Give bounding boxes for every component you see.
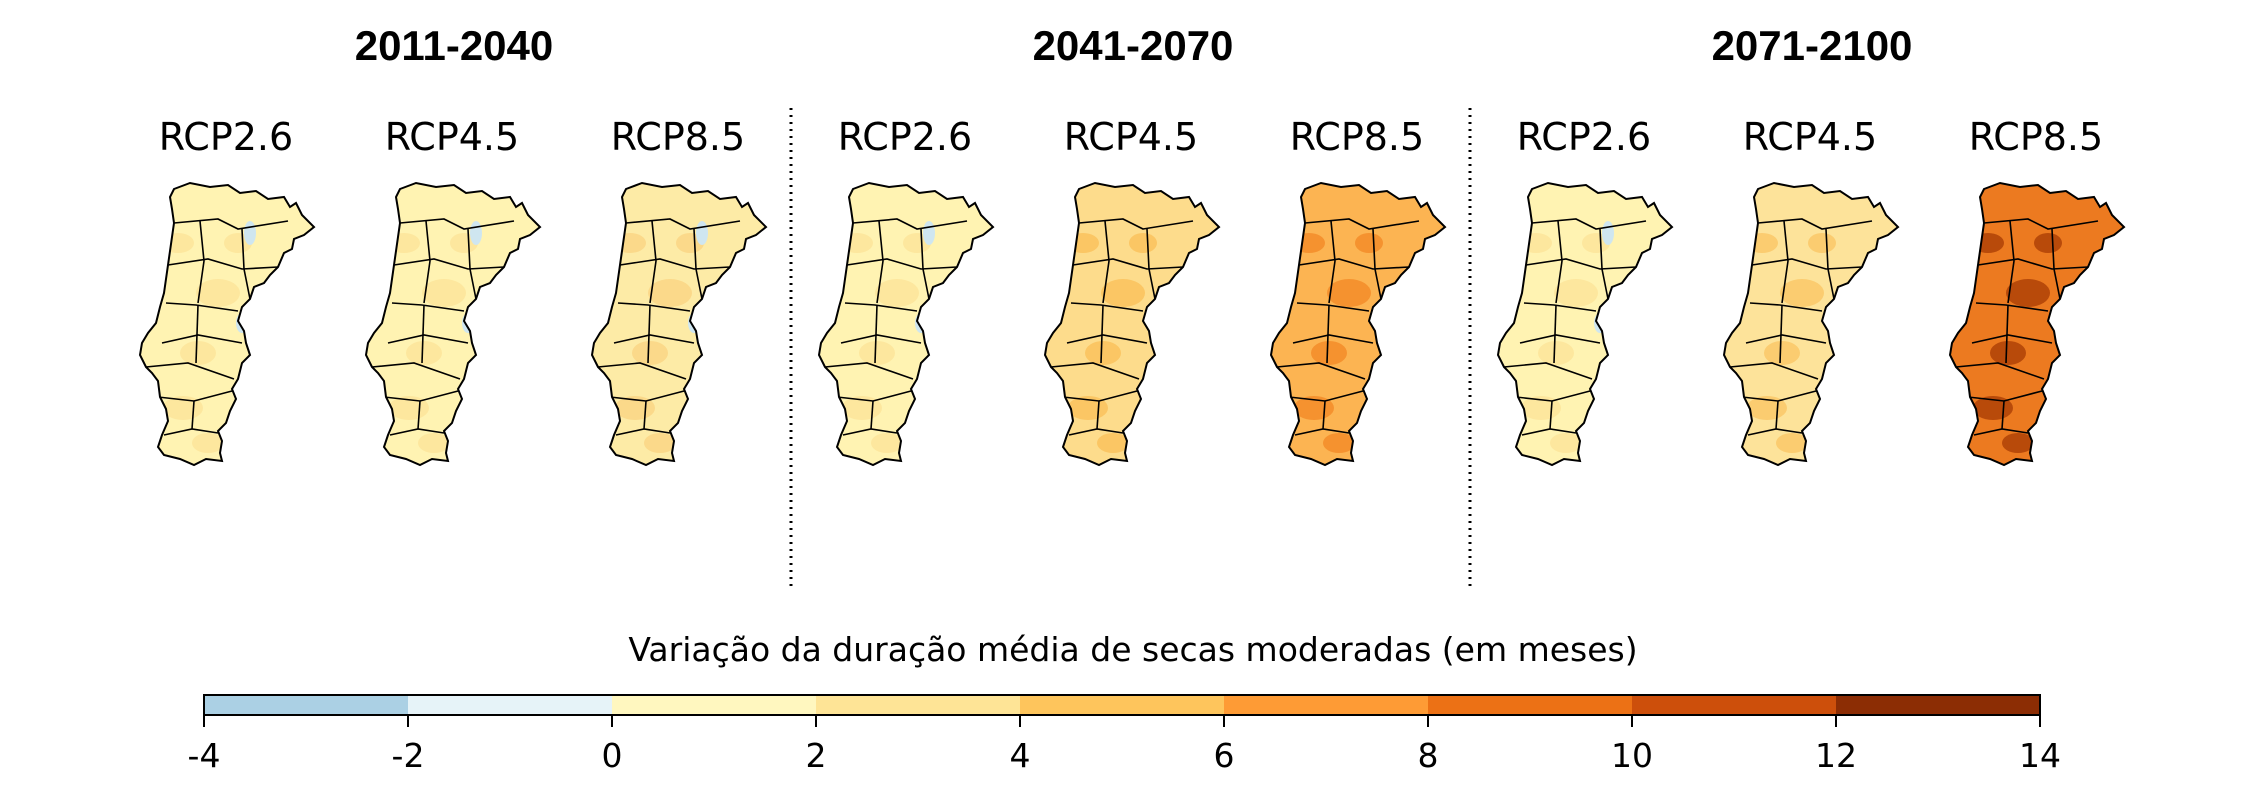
scenario-label-p2-rcp85: RCP8.5 bbox=[1290, 115, 1424, 159]
colorbar-title: Variação da duração média de secas moder… bbox=[628, 630, 1637, 669]
scenario-label-p3-rcp26: RCP2.6 bbox=[1517, 115, 1651, 159]
colorbar-bin bbox=[1020, 695, 1224, 715]
colorbar-tick-label: 0 bbox=[602, 736, 623, 775]
colorbar-tick-label: -4 bbox=[188, 736, 221, 775]
map-2041-2070-rcp45 bbox=[1043, 181, 1221, 467]
scenario-label-p2-rcp45: RCP4.5 bbox=[1064, 115, 1198, 159]
scenario-label-p1-rcp26: RCP2.6 bbox=[159, 115, 293, 159]
period-title-2011-2040: 2011-2040 bbox=[355, 22, 554, 69]
maps-grid bbox=[138, 181, 2126, 467]
colorbar-bin bbox=[1224, 695, 1428, 715]
colorbar-tick-label: 6 bbox=[1214, 736, 1235, 775]
colorbar-bin bbox=[816, 695, 1020, 715]
colorbar-tick-label: 10 bbox=[1611, 736, 1653, 775]
map-2071-2100-rcp85 bbox=[1948, 181, 2126, 467]
colorbar-bin bbox=[612, 695, 816, 715]
scenario-label-p3-rcp45: RCP4.5 bbox=[1743, 115, 1877, 159]
colorbar-tick-label: 8 bbox=[1418, 736, 1439, 775]
map-2071-2100-rcp45 bbox=[1722, 181, 1900, 467]
colorbar-bin bbox=[1428, 695, 1632, 715]
period-title-2041-2070: 2041-2070 bbox=[1033, 22, 1234, 69]
colorbar-bin bbox=[204, 695, 408, 715]
colorbar-tick-label: 2 bbox=[806, 736, 827, 775]
colorbar-bin bbox=[1836, 695, 2040, 715]
colorbar-bin bbox=[408, 695, 612, 715]
map-2071-2100-rcp26 bbox=[1496, 181, 1674, 467]
colorbar-bin bbox=[1632, 695, 1836, 715]
map-2011-2040-rcp45 bbox=[364, 181, 542, 467]
colorbar-tick-label: 14 bbox=[2019, 736, 2061, 775]
map-2011-2040-rcp26 bbox=[138, 181, 316, 467]
map-2041-2070-rcp85 bbox=[1269, 181, 1447, 467]
scenario-label-p2-rcp26: RCP2.6 bbox=[838, 115, 972, 159]
period-title-2071-2100: 2071-2100 bbox=[1712, 22, 1913, 69]
colorbar-tick-label: 4 bbox=[1010, 736, 1031, 775]
scenario-label-p1-rcp85: RCP8.5 bbox=[611, 115, 745, 159]
scenario-labels: RCP2.6 RCP4.5 RCP8.5 RCP2.6 RCP4.5 RCP8.… bbox=[159, 115, 2103, 159]
colorbar-tick-label: 12 bbox=[1815, 736, 1857, 775]
colorbar-tick-label: -2 bbox=[392, 736, 425, 775]
scenario-label-p1-rcp45: RCP4.5 bbox=[385, 115, 519, 159]
map-2041-2070-rcp26 bbox=[817, 181, 995, 467]
map-2011-2040-rcp85 bbox=[590, 181, 768, 467]
colorbar: -4 -2 0 2 4 6 8 10 12 14 bbox=[188, 694, 2061, 775]
scenario-label-p3-rcp85: RCP8.5 bbox=[1969, 115, 2103, 159]
